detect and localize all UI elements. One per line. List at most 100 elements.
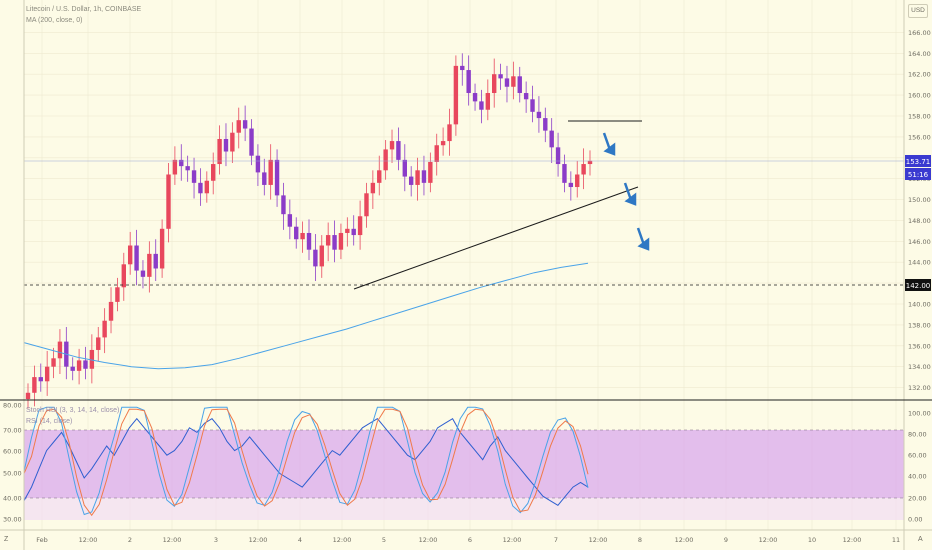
candle-body <box>338 232 344 250</box>
trend-line[interactable] <box>353 186 639 290</box>
candle-body <box>549 130 554 148</box>
price-tick-label: 136.00 <box>908 342 931 350</box>
candle-body <box>76 360 82 371</box>
candle-body <box>121 264 126 288</box>
ma-legend[interactable]: MA (200, close, 0) <box>26 17 83 24</box>
candle-body <box>415 170 420 185</box>
candle-body <box>44 366 50 382</box>
time-tick-label: 5 <box>382 536 386 544</box>
candle-body <box>555 147 561 165</box>
candle-body <box>319 245 324 267</box>
candle-body <box>127 245 133 265</box>
oscillator-band-outer <box>24 498 904 520</box>
candle-body <box>249 128 254 156</box>
candle-body <box>96 337 101 350</box>
candle-body <box>389 141 395 150</box>
osc-left-tick: 50.00 <box>3 470 22 478</box>
time-tick-label: 12:00 <box>419 536 438 544</box>
candle-body <box>115 287 120 302</box>
candle-body <box>536 111 542 119</box>
candle-body <box>236 120 241 133</box>
price-tick-label: 166.00 <box>908 29 931 37</box>
osc-right-tick: 80.00 <box>908 431 927 439</box>
candle-body <box>440 141 446 146</box>
time-tick-label: 12:00 <box>589 536 608 544</box>
osc-right-tick: 100.00 <box>908 410 931 418</box>
candle-body <box>38 377 43 382</box>
price-tick-label: 150.00 <box>908 196 931 204</box>
time-tick-label: 6 <box>468 536 472 544</box>
candle-body <box>447 124 452 142</box>
candle-body <box>351 228 356 236</box>
candle-body <box>434 145 439 162</box>
candle-body <box>543 118 548 131</box>
time-axis[interactable]: Feb 12:00 2 12:00 3 12:00 4 12:00 5 12:00 6 12:00 7 1… <box>36 536 900 544</box>
candle-body <box>204 180 210 194</box>
candle-body <box>32 377 37 393</box>
candle-body <box>466 70 471 94</box>
candle-body <box>255 155 261 173</box>
candle-body <box>562 164 567 183</box>
osc-right-tick: 40.00 <box>908 473 927 481</box>
current-price-badge: 153.71 <box>905 155 931 167</box>
time-tick-label: 3 <box>214 536 218 544</box>
down-arrow-icon <box>636 227 650 251</box>
candle-body <box>453 65 459 125</box>
down-arrow-icon <box>623 182 637 206</box>
price-axis[interactable]: 166.00164.00162.00160.00158.00156.00154.… <box>908 29 931 392</box>
osc-left-tick: 80.00 <box>3 402 22 410</box>
time-tick-label: 12:00 <box>503 536 522 544</box>
candle-body <box>262 172 267 185</box>
candle-body <box>313 249 318 267</box>
candle-body <box>268 159 273 185</box>
price-tick-label: 134.00 <box>908 363 931 371</box>
candle-body <box>211 164 216 181</box>
candle-body <box>134 245 139 271</box>
price-tick-label: 156.00 <box>908 133 931 141</box>
candle-body <box>83 360 88 369</box>
candle-body <box>332 235 337 250</box>
rsi-legend[interactable]: RSI (14, close) <box>26 418 73 425</box>
oscillator-lines <box>23 406 589 517</box>
price-tick-label: 160.00 <box>908 92 931 100</box>
osc-left-tick: 30.00 <box>3 516 22 524</box>
time-tick-label: 12:00 <box>675 536 694 544</box>
price-tick-label: 138.00 <box>908 321 931 329</box>
candle-body <box>172 159 178 175</box>
time-tick-label: 12:00 <box>79 536 98 544</box>
candle-body <box>217 138 222 165</box>
candle-body <box>191 170 197 183</box>
candle-body <box>530 99 535 112</box>
candle-body <box>504 78 510 87</box>
rsi-line <box>23 417 589 506</box>
candle-body <box>408 176 414 185</box>
stoch-rsi-legend[interactable]: Stoch RSI (3, 3, 14, 14, close) <box>26 407 120 414</box>
candle-body <box>223 138 229 152</box>
currency-button[interactable]: USD <box>908 4 928 18</box>
zoom-button[interactable]: Z <box>4 536 9 543</box>
candle-body <box>147 253 152 277</box>
candle-body <box>421 170 427 183</box>
candle-body <box>472 93 478 102</box>
countdown-text: 51:16 <box>908 171 929 179</box>
time-tick-label: 12:00 <box>249 536 268 544</box>
level-badge-text: 142.00 <box>906 282 931 290</box>
candle-body <box>581 164 586 175</box>
candle-body <box>274 159 280 196</box>
price-tick-label: 144.00 <box>908 259 931 267</box>
level-badge: 142.00 <box>905 279 931 291</box>
price-tick-label: 140.00 <box>908 301 931 309</box>
auto-scale-button[interactable]: A <box>918 536 923 543</box>
candle-body <box>140 270 146 277</box>
candle-body <box>428 161 433 183</box>
candle-body <box>357 216 363 236</box>
time-tick-label: 12:00 <box>759 536 778 544</box>
candle-body <box>370 182 376 194</box>
price-tick-label: 164.00 <box>908 50 931 58</box>
time-tick-label: 10 <box>808 536 816 544</box>
candle-body <box>300 232 305 240</box>
candle-body <box>166 174 171 229</box>
time-tick-label: 8 <box>638 536 642 544</box>
oscillator-band <box>24 430 904 498</box>
